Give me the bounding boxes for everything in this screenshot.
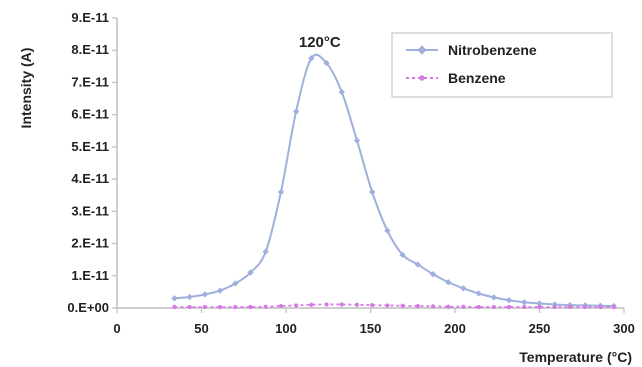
data-point <box>460 285 467 292</box>
series-nitrobenzene <box>171 53 618 310</box>
data-point <box>354 302 360 307</box>
data-point <box>248 304 253 310</box>
data-point <box>233 304 238 310</box>
data-point <box>353 137 361 144</box>
data-point <box>263 304 268 309</box>
data-point <box>247 269 254 276</box>
x-tick-label: 100 <box>275 321 297 336</box>
data-point <box>187 304 192 310</box>
data-point <box>399 251 406 258</box>
x-tick-label: 0 <box>113 321 120 336</box>
data-point <box>475 290 482 297</box>
data-point <box>611 304 616 310</box>
data-point <box>598 304 603 310</box>
series-layer <box>171 53 618 310</box>
data-point <box>277 188 285 196</box>
x-ticks-layer: 0 50 100 150 200 250 300 <box>113 308 635 336</box>
legend-marker-nitrobenzene <box>417 45 427 55</box>
data-point <box>370 302 375 308</box>
data-point <box>338 88 345 96</box>
data-point <box>583 304 588 310</box>
data-point <box>308 55 315 62</box>
data-point <box>400 303 405 308</box>
data-point <box>384 227 391 234</box>
x-tick-label: 250 <box>529 321 551 336</box>
data-point <box>202 304 207 310</box>
data-point <box>552 304 557 310</box>
x-axis-label: Temperature (°C) <box>519 349 632 365</box>
data-point <box>278 303 284 309</box>
data-point <box>186 293 193 301</box>
y-tick-label: 9.E-11 <box>71 10 109 25</box>
y-tick-label: 5.E-11 <box>71 139 109 154</box>
data-point <box>490 294 498 301</box>
data-point <box>172 304 177 310</box>
y-tick-label: 1.E-11 <box>71 268 109 283</box>
data-point <box>262 248 269 255</box>
data-point <box>292 108 300 115</box>
data-point <box>429 271 437 278</box>
data-point <box>445 279 452 286</box>
data-point <box>537 304 542 310</box>
peak-annotation: 120°C <box>299 34 341 51</box>
data-point <box>309 302 314 307</box>
data-point <box>369 188 376 196</box>
data-point <box>232 280 239 287</box>
data-point <box>201 291 209 298</box>
y-tick-label: 2.E-11 <box>71 236 109 251</box>
y-ticks-layer: 0.E+00 1.E-11 2.E-11 3.E-11 4.E-11 5.E-11 6.E-… <box>67 10 117 315</box>
y-tick-label: 0.E+00 <box>67 300 109 315</box>
data-point <box>506 304 512 310</box>
legend-marker-benzene <box>419 75 425 81</box>
legend-label-nitrobenzene: Nitrobenzene <box>448 42 537 58</box>
data-point <box>217 304 223 310</box>
data-point <box>491 304 496 310</box>
data-point <box>521 299 528 306</box>
x-tick-label: 150 <box>360 321 382 336</box>
data-point <box>505 297 513 304</box>
data-point <box>476 304 481 310</box>
legend-label-benzene: Benzene <box>448 70 506 86</box>
legend: Nitrobenzene Benzene <box>391 32 613 98</box>
x-tick-label: 200 <box>444 321 466 336</box>
y-axis-label: Intensity (A) <box>18 48 34 129</box>
series-benzene <box>172 302 616 310</box>
y-tick-label: 6.E-11 <box>71 107 109 122</box>
x-tick-label: 50 <box>194 321 208 336</box>
data-point <box>324 302 329 307</box>
data-point <box>414 261 421 268</box>
data-point <box>294 303 299 308</box>
data-point <box>446 304 451 309</box>
data-point <box>415 303 420 309</box>
y-tick-label: 3.E-11 <box>71 203 109 218</box>
data-point <box>171 295 178 302</box>
data-point <box>461 304 466 309</box>
y-tick-label: 4.E-11 <box>71 171 109 186</box>
data-point <box>339 302 344 307</box>
data-point <box>323 59 330 67</box>
data-point <box>522 304 527 310</box>
data-point <box>567 304 573 310</box>
legend-box <box>391 32 613 98</box>
data-point <box>216 287 224 294</box>
y-tick-label: 7.E-11 <box>71 74 109 89</box>
data-point <box>385 303 390 308</box>
x-tick-label: 300 <box>613 321 635 336</box>
data-point <box>430 304 436 309</box>
y-tick-label: 8.E-11 <box>71 42 109 57</box>
